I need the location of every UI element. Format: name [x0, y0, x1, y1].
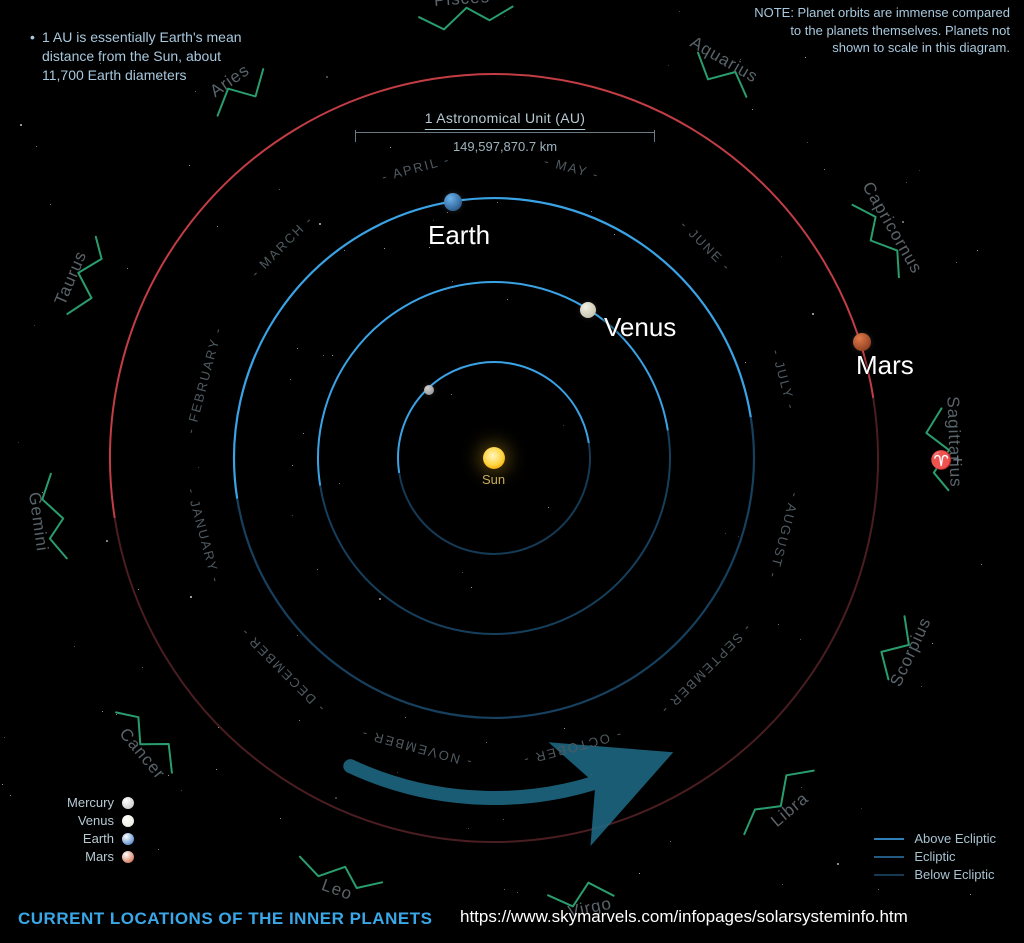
label-venus: Venus	[604, 312, 676, 343]
diagram-stage: Sun Earth Venus Mars - JANUARY -- FEBRUA…	[0, 0, 1024, 943]
au-scale-value: 149,597,870.7 km	[355, 139, 655, 154]
footer-url: https://www.skymarvels.com/infopages/sol…	[460, 907, 908, 927]
planet-venus	[580, 302, 596, 318]
aries-marker: ♈+	[930, 450, 963, 471]
legend-ecliptic-ecliptic: Ecliptic	[874, 849, 996, 864]
au-scale-bar: 1 Astronomical Unit (AU) 149,597,870.7 k…	[355, 110, 655, 154]
legend-ecliptic-below-ecliptic: Below Ecliptic	[874, 867, 996, 882]
legend-planet-venus: Venus	[58, 813, 134, 828]
footer-title: CURRENT LOCATIONS OF THE INNER PLANETS	[18, 909, 432, 929]
au-scale-title: 1 Astronomical Unit (AU)	[355, 110, 655, 133]
planet-mercury	[424, 385, 434, 395]
label-mars: Mars	[856, 350, 914, 381]
note-scale-warning: NOTE: Planet orbits are immense compared…	[750, 4, 1010, 57]
label-earth: Earth	[428, 220, 490, 251]
planet-earth	[444, 193, 462, 211]
legend-planet-earth: Earth	[58, 831, 134, 846]
zodiac-sagittarius: Sagittarius	[942, 396, 965, 488]
planet-mars	[853, 333, 871, 351]
legend-planet-mercury: Mercury	[58, 795, 134, 810]
legend-ecliptic: Above Ecliptic Ecliptic Below Ecliptic	[874, 828, 996, 885]
legend-planets: Mercury Venus Earth Mars	[58, 792, 134, 867]
sun-label: Sun	[482, 472, 505, 487]
sun	[483, 447, 505, 469]
legend-ecliptic-above-ecliptic: Above Ecliptic	[874, 831, 996, 846]
legend-planet-mars: Mars	[58, 849, 134, 864]
note-au-definition: 1 AU is essentially Earth's mean distanc…	[42, 28, 242, 85]
